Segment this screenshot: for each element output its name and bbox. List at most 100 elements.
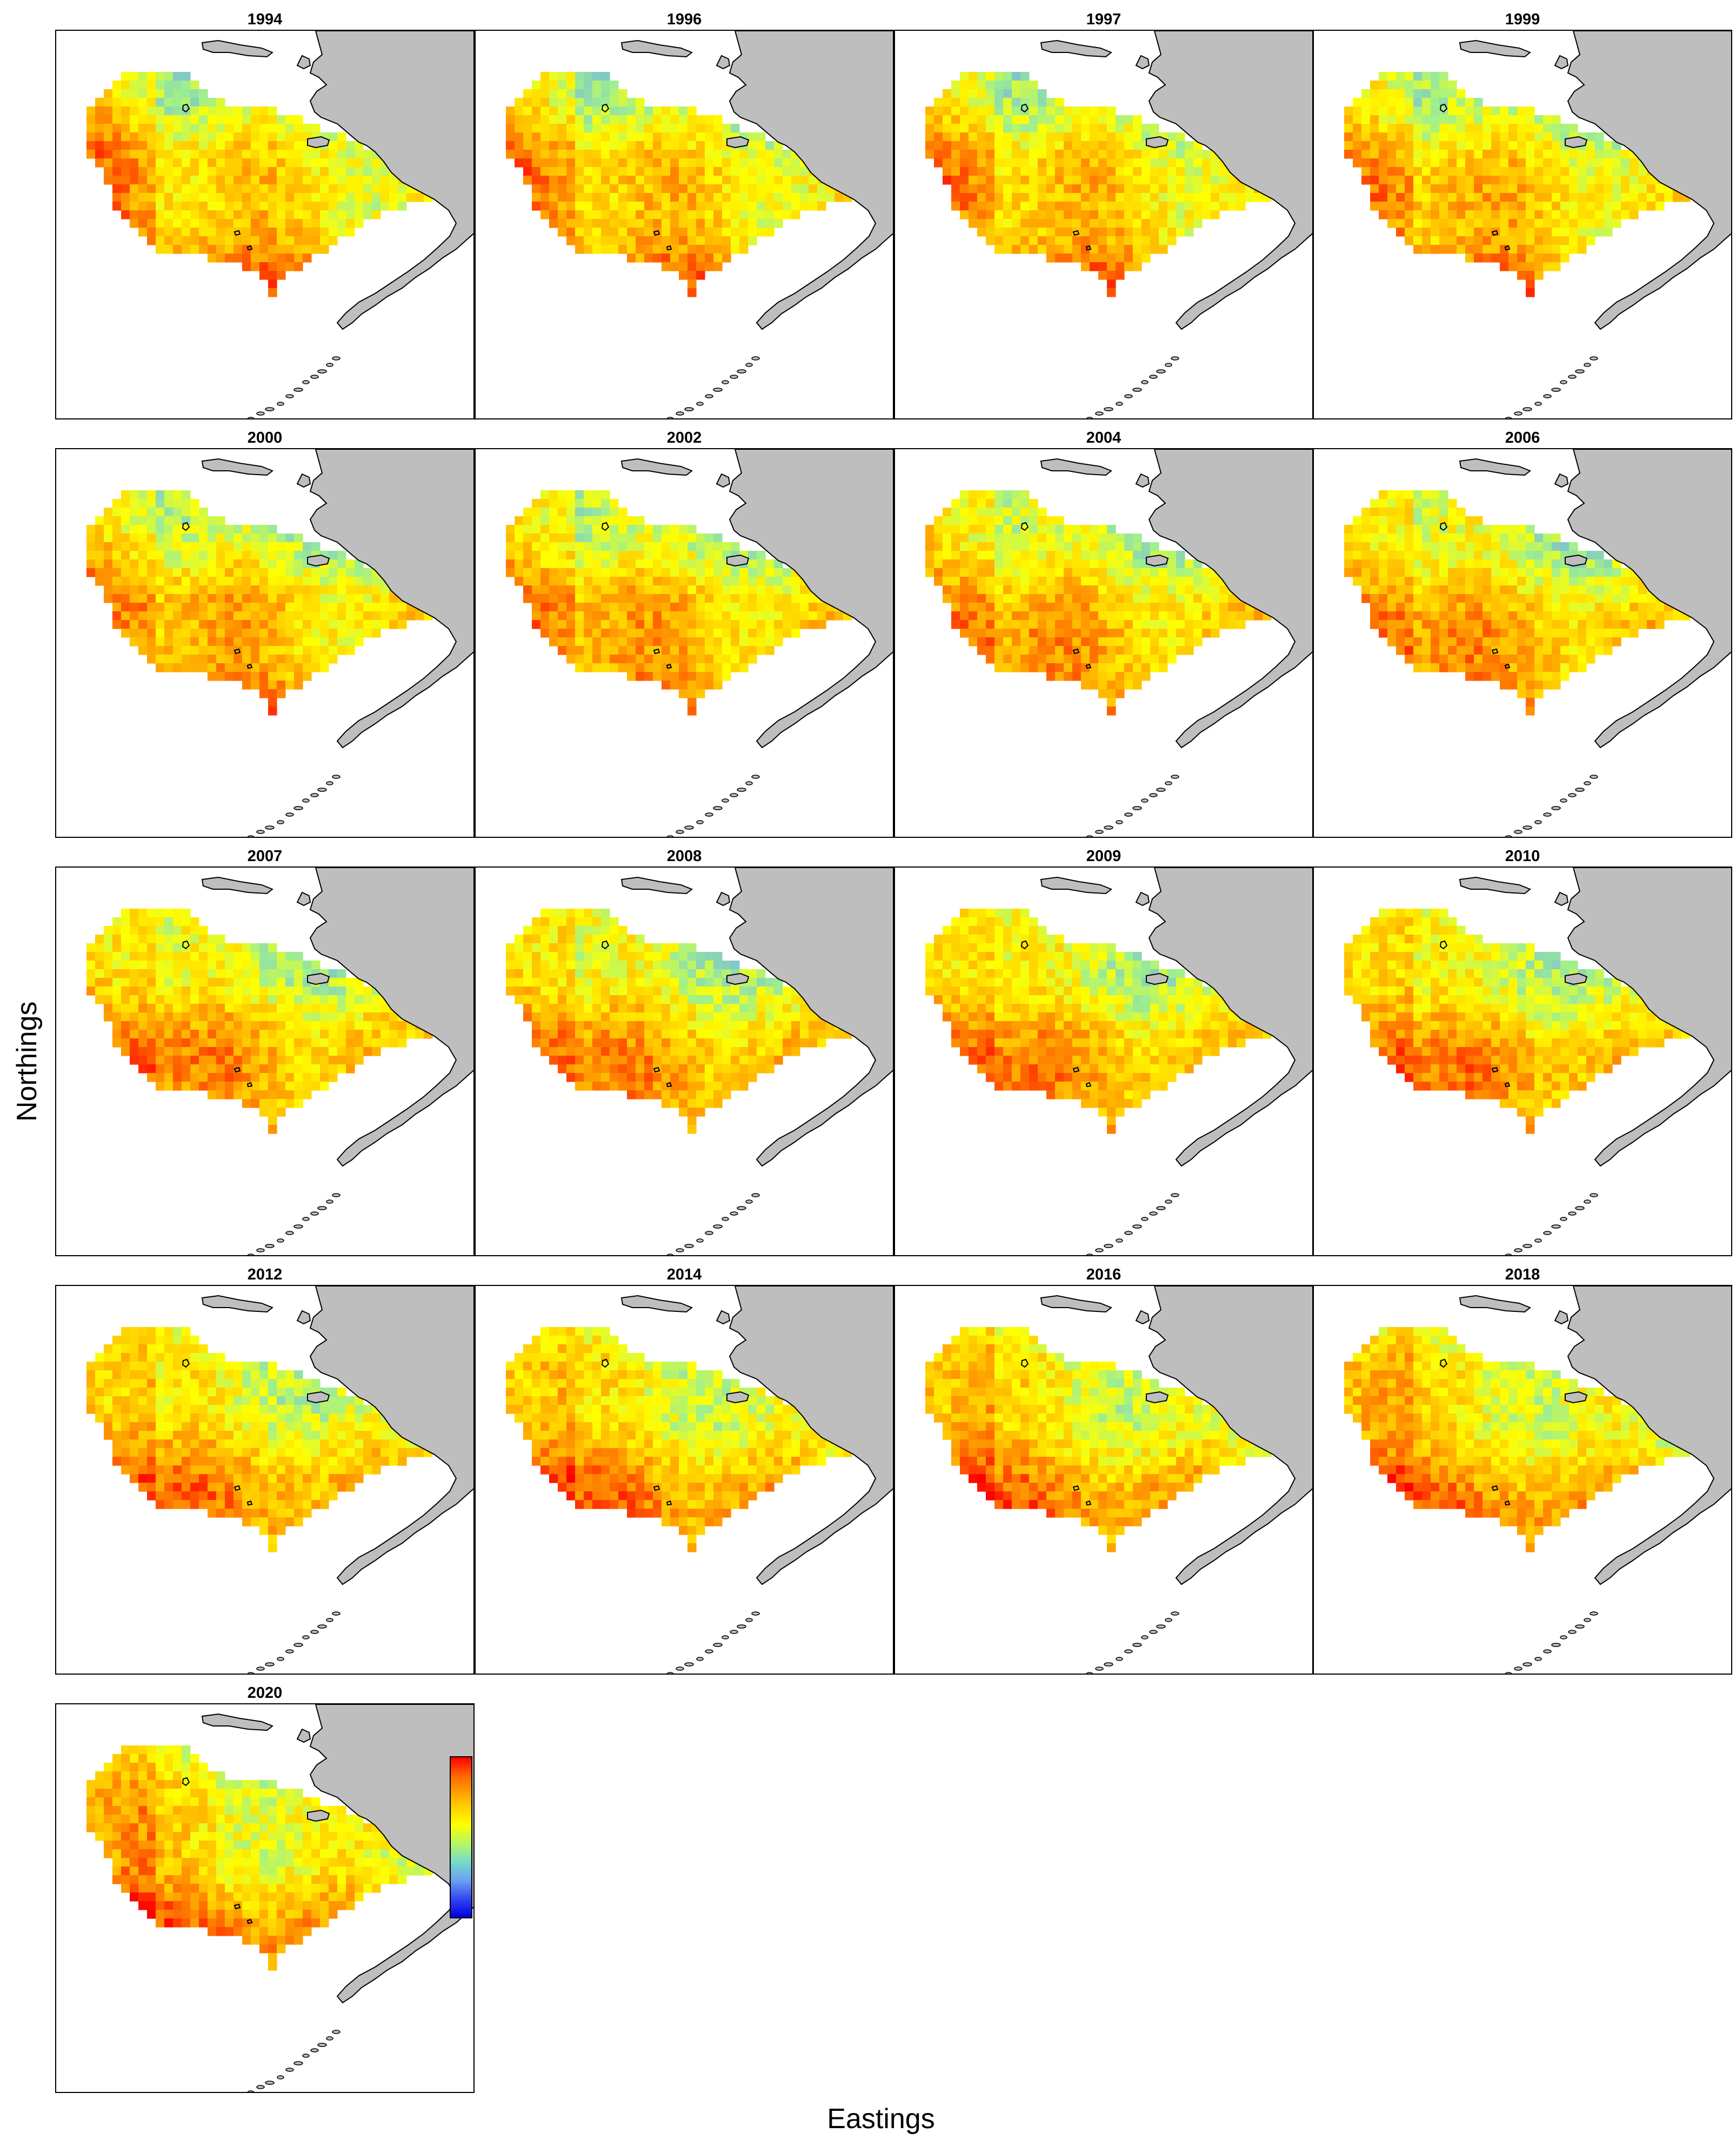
- st-matthew-island: [1439, 940, 1448, 950]
- pribilof-island-b: [1504, 1082, 1511, 1088]
- map-panel-2006: [1313, 448, 1732, 838]
- alaska-mainland: [1567, 449, 1731, 749]
- st-lawrence-island: [1459, 1295, 1531, 1313]
- st-lawrence-island: [1040, 39, 1112, 58]
- pribilof-island-b: [246, 1082, 253, 1088]
- st-lawrence-island: [620, 39, 693, 58]
- nunivak-island: [307, 136, 330, 149]
- pribilof-island-a: [1072, 230, 1080, 236]
- st-lawrence-island: [620, 1295, 693, 1313]
- temperature-field: [1344, 490, 1717, 716]
- st-matthew-island: [1020, 940, 1029, 950]
- map-svg-2006: [1344, 449, 1731, 837]
- pribilof-island-b: [1085, 1500, 1092, 1506]
- panel-title-2006: 2006: [1505, 429, 1540, 446]
- panel-title-2010: 2010: [1505, 848, 1540, 865]
- pribilof-island-a: [1491, 648, 1499, 655]
- alaska-mainland: [1148, 1286, 1312, 1585]
- alaska-mainland: [309, 868, 473, 1167]
- st-lawrence-island: [1459, 458, 1531, 476]
- map-svg-2009: [925, 868, 1312, 1255]
- st-lawrence-island: [201, 39, 273, 58]
- norton-island: [1554, 891, 1569, 906]
- map-panel-2020: 8.94.1-0.8-5.6: [55, 1703, 475, 2093]
- panel-title-1999: 1999: [1505, 11, 1540, 28]
- pribilof-island-a: [653, 1485, 660, 1491]
- aleutian-islands: [247, 2030, 340, 2092]
- temperature-field: [506, 72, 878, 297]
- nunivak-island: [307, 1391, 330, 1404]
- alaska-mainland: [729, 868, 893, 1167]
- pribilof-island-a: [1491, 1066, 1499, 1073]
- map-panel-2007: [55, 866, 475, 1256]
- alaska-mainland: [729, 1286, 893, 1585]
- map-panel-2009: [894, 866, 1313, 1256]
- pribilof-island-a: [233, 648, 241, 655]
- pribilof-island-b: [666, 663, 672, 669]
- map-panel-2018: [1313, 1285, 1732, 1675]
- map-panel-1996: [475, 30, 894, 419]
- st-lawrence-island: [1040, 876, 1112, 895]
- aleutian-islands: [247, 1193, 340, 1255]
- norton-island: [296, 473, 311, 488]
- temperature-field: [506, 1327, 878, 1552]
- map-svg-1996: [506, 31, 893, 418]
- pribilof-island-a: [653, 1066, 660, 1073]
- st-matthew-island: [1020, 103, 1029, 113]
- st-matthew-island: [182, 103, 190, 113]
- alaska-mainland: [1148, 868, 1312, 1167]
- panel-title-1994: 1994: [247, 11, 283, 28]
- st-lawrence-island: [201, 1713, 273, 1731]
- st-matthew-island: [1020, 522, 1029, 531]
- panel-title-2000: 2000: [247, 429, 283, 446]
- map-panel-2014: [475, 1285, 894, 1675]
- pribilof-island-b: [1504, 1500, 1511, 1506]
- panel-title-2020: 2020: [247, 1684, 283, 1702]
- aleutian-islands: [1086, 1193, 1179, 1255]
- st-matthew-island: [182, 1358, 190, 1368]
- map-panel-2002: [475, 448, 894, 838]
- st-lawrence-island: [1040, 1295, 1112, 1313]
- st-lawrence-island: [1040, 458, 1112, 476]
- norton-island: [1554, 473, 1569, 488]
- norton-island: [1135, 891, 1150, 906]
- aleutian-islands: [1086, 356, 1179, 418]
- map-panel-2000: [55, 448, 475, 838]
- st-matthew-island: [182, 1777, 190, 1787]
- st-matthew-island: [601, 940, 610, 950]
- alaska-mainland: [1567, 31, 1731, 330]
- map-panel-2004: [894, 448, 1313, 838]
- aleutian-islands: [666, 1611, 760, 1674]
- map-panel-1997: [894, 30, 1313, 419]
- pribilof-island-b: [246, 1918, 253, 1924]
- color-legend-bar: [450, 1756, 472, 1918]
- pribilof-island-b: [1085, 663, 1092, 669]
- norton-island: [716, 55, 731, 70]
- st-lawrence-island: [201, 1295, 273, 1313]
- st-lawrence-island: [620, 876, 693, 895]
- map-svg-2012: [86, 1286, 473, 1674]
- st-matthew-island: [1439, 103, 1448, 113]
- nunivak-island: [1565, 972, 1588, 985]
- nunivak-island: [307, 972, 330, 985]
- panel-title-2018: 2018: [1505, 1266, 1540, 1283]
- aleutian-islands: [1505, 775, 1598, 837]
- panel-title-1996: 1996: [666, 11, 702, 28]
- st-lawrence-island: [620, 458, 693, 476]
- aleutian-islands: [1086, 1611, 1179, 1674]
- norton-island: [716, 473, 731, 488]
- pribilof-island-b: [1085, 1082, 1092, 1088]
- alaska-mainland: [1567, 1286, 1731, 1585]
- st-matthew-island: [1020, 1358, 1029, 1368]
- norton-island: [296, 891, 311, 906]
- panel-title-1997: 1997: [1086, 11, 1121, 28]
- color-legend: 8.94.1-0.8-5.6: [391, 1748, 472, 1921]
- temperature-field: [1344, 1327, 1717, 1552]
- pribilof-island-a: [233, 1903, 241, 1910]
- norton-island: [716, 1310, 731, 1325]
- temperature-field: [925, 909, 1298, 1134]
- pribilof-island-b: [1085, 245, 1092, 251]
- x-axis-label: Eastings: [827, 2103, 935, 2135]
- map-svg-2018: [1344, 1286, 1731, 1674]
- panel-title-2016: 2016: [1086, 1266, 1121, 1283]
